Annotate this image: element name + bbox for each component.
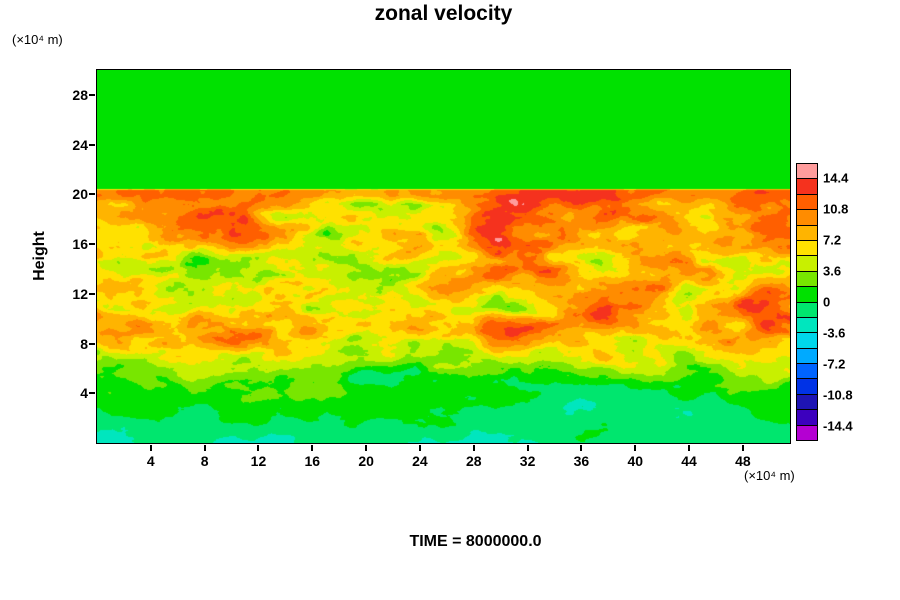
x-tick-mark — [580, 445, 583, 451]
colorbar-segment — [797, 425, 817, 441]
colorbar-tick-label: -3.6 — [823, 325, 846, 341]
x-tick-label: 16 — [304, 453, 321, 469]
colorbar-segment — [797, 348, 817, 365]
y-tick-mark — [89, 243, 95, 246]
x-tick-label: 24 — [412, 453, 428, 469]
colorbar-tick-label: 7.2 — [823, 232, 842, 248]
colorbar-segment — [797, 240, 817, 257]
x-tick-label: 36 — [573, 453, 590, 469]
x-tick-mark — [149, 445, 152, 451]
y-tick-mark — [89, 193, 95, 196]
colorbar-tick-label: 14.4 — [823, 170, 849, 186]
x-tick-mark — [741, 445, 744, 451]
y-tick-label: 16 — [72, 236, 88, 253]
colorbar-segment — [797, 194, 817, 211]
colorbar-segment — [797, 210, 817, 226]
colorbar-tick-label: -7.2 — [823, 356, 846, 372]
x-tick-label: 4 — [146, 453, 155, 469]
y-tick-label: 20 — [72, 186, 88, 203]
colorbar-segment — [797, 364, 817, 380]
y-tick-label: 4 — [80, 385, 88, 402]
x-tick-label: 20 — [358, 453, 374, 469]
x-tick-label: 32 — [519, 453, 536, 469]
colorbar-tick-label: 0 — [823, 294, 831, 310]
colorbar-segment — [797, 225, 817, 241]
x-tick-label: 12 — [250, 453, 267, 469]
colorbar-segment — [797, 256, 817, 272]
colorbar-segment — [797, 317, 817, 334]
y-tick-label: 8 — [80, 335, 88, 352]
x-tick-mark — [257, 445, 260, 451]
x-tick-label: 40 — [627, 453, 644, 469]
colorbar-segment — [797, 302, 817, 318]
heatmap-canvas — [96, 69, 791, 444]
x-tick-label: 28 — [465, 453, 482, 469]
y-tick-mark — [89, 292, 95, 295]
colorbar-segment — [797, 379, 817, 395]
x-tick-mark — [688, 445, 691, 451]
y-tick-label: 24 — [72, 136, 88, 153]
y-tick-mark — [89, 342, 95, 345]
y-tick-label: 12 — [72, 285, 88, 302]
colorbar-tick-label: 3.6 — [823, 263, 842, 279]
colorbar-segment — [797, 394, 817, 411]
colorbar — [796, 163, 818, 441]
time-label: TIME = 8000000.0 — [409, 533, 542, 550]
colorbar-segment — [797, 333, 817, 349]
x-tick-mark — [203, 445, 206, 451]
y-tick-label: 28 — [72, 86, 88, 103]
x-tick-mark — [365, 445, 368, 451]
x-tick-label: 48 — [735, 453, 751, 469]
y-tick-mark — [89, 93, 95, 96]
x-tick-mark — [311, 445, 314, 451]
colorbar-tick-label: 10.8 — [823, 201, 849, 217]
colorbar-segment — [797, 164, 817, 180]
x-tick-label: 8 — [200, 453, 209, 469]
x-axis-unit-label: (×10⁴ m) — [744, 468, 795, 483]
colorbar-tick-label: -14.4 — [823, 418, 853, 434]
y-tick-mark — [89, 143, 95, 146]
x-tick-mark — [472, 445, 475, 451]
x-tick-mark — [418, 445, 421, 451]
colorbar-segment — [797, 271, 817, 288]
colorbar-segment — [797, 287, 817, 303]
y-tick-mark — [89, 392, 95, 395]
chart-title: zonal velocity — [374, 2, 513, 25]
x-tick-mark — [526, 445, 529, 451]
x-tick-label: 44 — [681, 453, 697, 469]
x-tick-mark — [634, 445, 637, 451]
y-axis-unit-label: (×10⁴ m) — [12, 32, 63, 47]
colorbar-segment — [797, 179, 817, 195]
colorbar-segment — [797, 410, 817, 426]
colorbar-tick-label: -10.8 — [823, 387, 853, 403]
